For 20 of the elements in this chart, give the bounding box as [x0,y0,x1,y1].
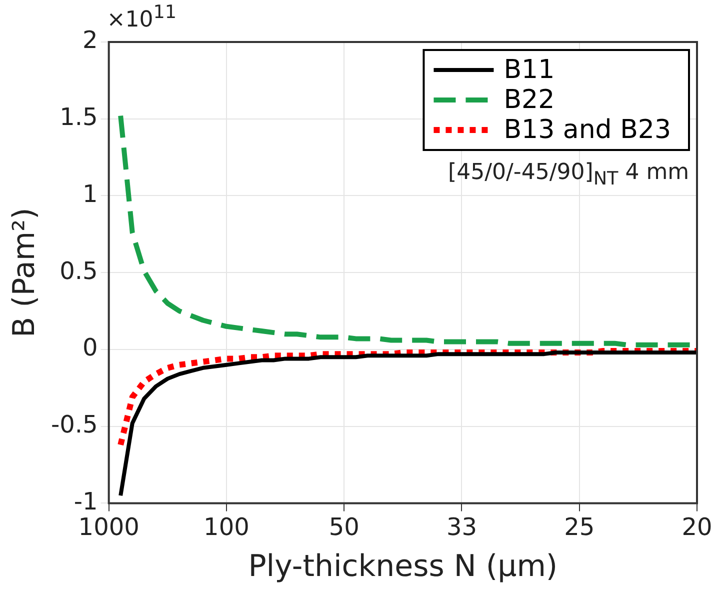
x-tick-label: 50 [328,512,360,541]
y-tick-label: 2 [82,26,98,54]
y-tick-label: 1 [82,180,98,208]
text: ×10$^{11}$ [106,2,177,32]
y-axis-title: B (Pam²) [6,208,42,338]
legend-label: B13 and B23 [504,114,672,145]
x-tick-label: 33 [446,512,478,541]
y-tick-label: -0.5 [51,410,98,439]
x-tick-label: 100 [204,512,250,541]
y-tick-label: 0.5 [60,256,98,285]
y-tick-label: -1 [74,487,98,516]
legend-label: B22 [504,84,555,115]
x-tick-label: 1000 [78,512,140,541]
annotation: [45/0/-45/90]$_{NT}$ 4 mm [448,160,690,190]
legend-label: B11 [504,54,555,85]
x-axis-title: Ply-thickness N (µm) [248,548,558,584]
x-tick-label: 25 [564,512,595,541]
y-tick-label: 1.5 [60,103,98,132]
y-tick-label: 0 [82,334,98,362]
x-tick-label: 20 [682,512,712,541]
